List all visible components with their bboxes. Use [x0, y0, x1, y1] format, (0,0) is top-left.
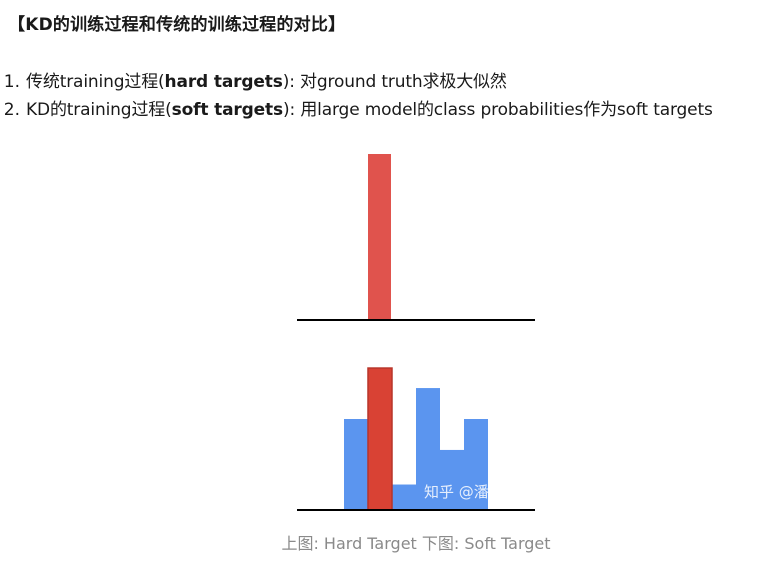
figure-caption: 上图: Hard Target 下图: Soft Target: [281, 534, 551, 553]
list-number: 2.: [3, 100, 20, 120]
soft-target-bar: [464, 419, 488, 510]
soft-target-highlight-bar: [367, 367, 393, 511]
hard-target-bar: [368, 154, 391, 320]
list-text-bold: soft targets: [171, 100, 284, 120]
comparison-list: 1. 传统training过程(hard targets): 对ground t…: [0, 68, 757, 124]
soft-target-chart: [297, 367, 535, 511]
list-number: 1.: [3, 72, 20, 92]
soft-target-bar: [392, 484, 416, 510]
list-text-suffix: ): 用large model的class probabilities作为sof…: [283, 100, 713, 120]
list-text: 传统training过程(hard targets): 对ground trut…: [26, 68, 507, 96]
list-text-prefix: KD的training过程(: [26, 100, 172, 120]
list-text: KD的training过程(soft targets): 用large mode…: [26, 96, 713, 124]
page-title: 【KD的训练过程和传统的训练过程的对比】: [8, 15, 346, 35]
hard-target-chart: [297, 154, 535, 321]
list-text-prefix: 传统training过程(: [26, 72, 165, 92]
list-item: 2. KD的training过程(soft targets): 用large m…: [0, 96, 757, 124]
soft-target-bar: [416, 388, 440, 510]
list-text-suffix: ): 对ground truth求极大似然: [282, 72, 507, 92]
soft-target-bar: [440, 449, 464, 510]
soft-target-bar: [344, 419, 368, 510]
watermark-text: 知乎 @潘小小: [424, 483, 519, 501]
list-text-bold: hard targets: [164, 72, 283, 92]
list-item: 1. 传统training过程(hard targets): 对ground t…: [0, 68, 757, 96]
